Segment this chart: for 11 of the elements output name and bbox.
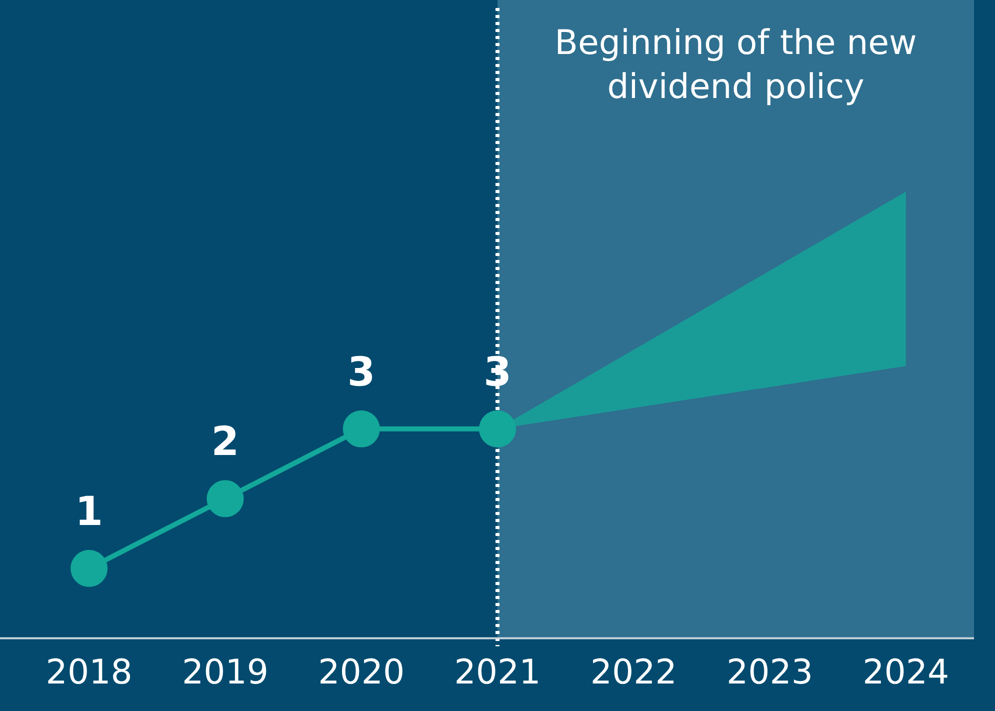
x-tick-label: 2018 <box>46 652 132 692</box>
x-tick-label: 2022 <box>590 652 677 692</box>
data-label: 2 <box>211 419 240 466</box>
data-label: 1 <box>75 488 103 535</box>
x-tick-label: 2019 <box>182 652 268 692</box>
x-tick-label: 2024 <box>862 652 950 692</box>
x-tick-label: 2021 <box>454 652 541 692</box>
band-label: Beginning of the new dividend policy <box>554 22 917 107</box>
x-tick-label: 2023 <box>726 652 814 692</box>
x-tick-label: 2020 <box>318 652 405 692</box>
data-label: 3 <box>347 349 376 396</box>
